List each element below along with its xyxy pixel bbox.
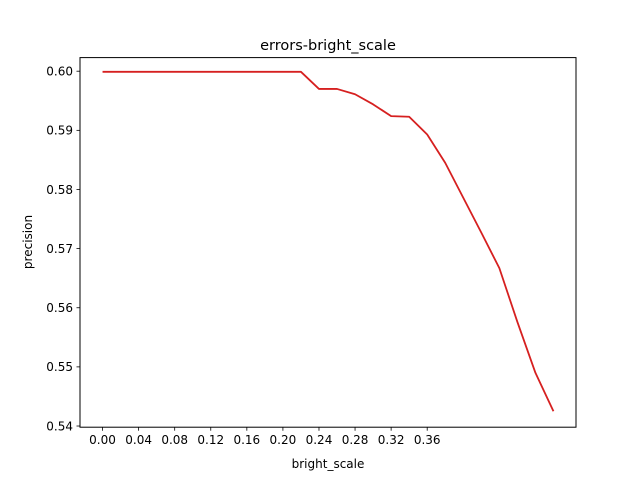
x-tick-label: 0.08: [161, 433, 188, 447]
series-line: [102, 70, 555, 412]
x-tick-label: 0.32: [378, 433, 405, 447]
x-tick-label: 0.28: [342, 433, 369, 447]
x-tick-label: 0.12: [197, 433, 224, 447]
y-tick-label: 0.54: [46, 419, 73, 433]
x-tick-label: 0.36: [414, 433, 441, 447]
y-tick-label: 0.56: [46, 301, 73, 315]
x-tick-label: 0.24: [306, 433, 333, 447]
plot-frame: [79, 57, 577, 428]
chart-title: errors-bright_scale: [260, 38, 396, 54]
y-tick-label: 0.57: [46, 242, 73, 256]
x-tick-label: 0.00: [89, 433, 116, 447]
y-tick-label: 0.59: [46, 124, 73, 138]
y-axis-label: precision: [21, 215, 35, 269]
series-layer: [102, 70, 555, 412]
y-tick-label: 0.55: [46, 360, 73, 374]
y-axis: 0.54 0.55 0.56 0.57 0.58 0.59 0.60: [46, 65, 80, 433]
x-tick-label: 0.04: [125, 433, 152, 447]
x-tick-label: 0.16: [233, 433, 260, 447]
x-axis-label: bright_scale: [292, 457, 365, 471]
y-tick-label: 0.58: [46, 183, 73, 197]
x-tick-label: 0.20: [270, 433, 297, 447]
y-tick-label: 0.60: [46, 65, 73, 79]
x-axis: 0.00 0.04 0.08 0.12 0.16 0.20 0.24 0.28 0.32 0.36: [89, 427, 441, 447]
